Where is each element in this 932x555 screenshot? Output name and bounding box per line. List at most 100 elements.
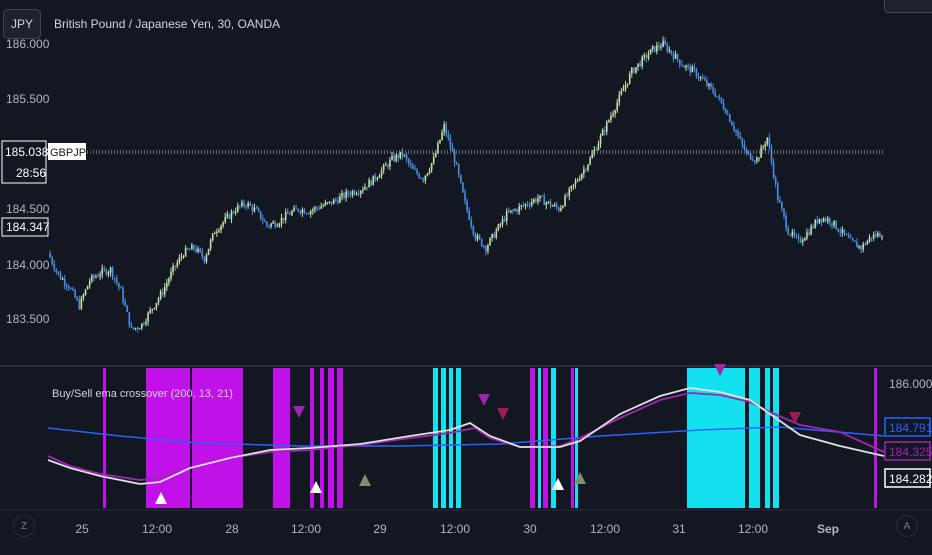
candle-body xyxy=(843,229,846,234)
candle-body xyxy=(658,45,660,48)
candle-body xyxy=(764,144,767,147)
candle-body xyxy=(428,170,431,174)
candle-body xyxy=(291,211,293,215)
indicator-label[interactable]: Buy/Sell ema crossover (200, 13, 21) xyxy=(52,388,233,400)
candle-body xyxy=(768,137,771,148)
candle-body xyxy=(380,170,383,176)
candle-body xyxy=(835,220,837,230)
candle-body xyxy=(176,262,179,267)
candle-body xyxy=(203,256,206,262)
signal-band-5 xyxy=(320,368,324,508)
candle-body xyxy=(804,238,806,241)
timezone-button[interactable]: Z xyxy=(13,515,35,537)
candle-body xyxy=(505,211,508,221)
candle-body xyxy=(441,132,443,140)
signal-band-3 xyxy=(273,368,290,508)
candle-body xyxy=(485,246,487,252)
top-right-toggle[interactable] xyxy=(884,0,932,13)
candle-body xyxy=(128,312,131,326)
candle-body xyxy=(76,297,78,300)
candle-body xyxy=(257,208,260,212)
signal-marker-down xyxy=(293,406,305,418)
candle-body xyxy=(345,191,347,198)
candle-body xyxy=(437,143,439,153)
time-tick-label: 12:00 xyxy=(738,522,768,536)
candle-body xyxy=(543,196,546,206)
candle-body xyxy=(691,66,694,73)
candle-body xyxy=(53,263,56,270)
candle-body xyxy=(791,231,794,236)
candle-body xyxy=(849,237,852,239)
candle-body xyxy=(166,283,168,288)
candle-body xyxy=(172,265,174,272)
candle-body xyxy=(88,281,91,286)
candle-body xyxy=(760,147,762,158)
candle-body xyxy=(435,152,437,157)
candle-body xyxy=(852,238,854,241)
candle-body xyxy=(676,54,679,60)
candle-body xyxy=(462,182,464,193)
candle-body xyxy=(103,268,106,270)
countdown-label: 28:56 xyxy=(16,166,46,180)
candle-body xyxy=(580,173,583,180)
signal-band-10 xyxy=(449,368,453,508)
candle-body xyxy=(801,240,804,243)
signal-marker-down xyxy=(497,408,509,420)
candle-body xyxy=(51,257,53,264)
candle-body xyxy=(599,135,602,144)
candle-body xyxy=(97,276,99,278)
candle-body xyxy=(134,327,137,329)
candle-body xyxy=(78,299,81,310)
candle-body xyxy=(572,184,575,186)
candle-body xyxy=(143,323,145,325)
signal-band-12 xyxy=(530,368,535,508)
candle-body xyxy=(259,211,262,219)
candle-body xyxy=(234,211,237,213)
candle-body xyxy=(526,204,529,206)
candle-body xyxy=(178,257,181,263)
candle-body xyxy=(770,147,773,162)
candle-body xyxy=(322,205,325,207)
candle-body xyxy=(806,232,808,239)
price-tick-label: 184.000 xyxy=(6,258,50,272)
candle-body xyxy=(328,201,331,203)
candle-body xyxy=(439,139,441,144)
candle-body xyxy=(468,210,470,220)
candle-body xyxy=(503,219,506,221)
candle-body xyxy=(74,290,76,298)
candle-body xyxy=(180,256,183,258)
candle-body xyxy=(872,234,875,239)
candle-body xyxy=(138,328,141,330)
candle-body xyxy=(664,40,666,45)
candle-body xyxy=(795,235,798,237)
candle-body xyxy=(695,68,698,77)
candle-body xyxy=(245,205,247,207)
candle-body xyxy=(539,195,541,199)
candle-body xyxy=(70,288,72,290)
candle-body xyxy=(145,321,147,325)
candle-body xyxy=(645,55,648,59)
candle-body xyxy=(837,229,840,232)
symbol-button[interactable]: JPY xyxy=(3,9,41,39)
candle-body xyxy=(61,278,64,280)
candle-body xyxy=(785,215,787,229)
auto-scale-button[interactable]: A xyxy=(896,515,918,537)
candle-body xyxy=(716,96,719,98)
signal-band-20 xyxy=(765,368,770,508)
candle-body xyxy=(93,275,95,278)
candle-body xyxy=(603,130,606,132)
candle-body xyxy=(197,248,199,252)
candle-body xyxy=(432,156,435,164)
candle-body xyxy=(86,285,89,290)
candle-body xyxy=(558,207,560,212)
candle-body xyxy=(706,80,708,86)
candle-body xyxy=(401,151,404,156)
indicator-value-box xyxy=(884,417,931,437)
candle-body xyxy=(810,226,812,235)
indicator-axis-top: 186.000 xyxy=(889,377,932,391)
candle-body xyxy=(812,226,814,228)
candle-body xyxy=(305,213,308,215)
candle-body xyxy=(728,114,731,122)
candle-body xyxy=(478,235,481,239)
